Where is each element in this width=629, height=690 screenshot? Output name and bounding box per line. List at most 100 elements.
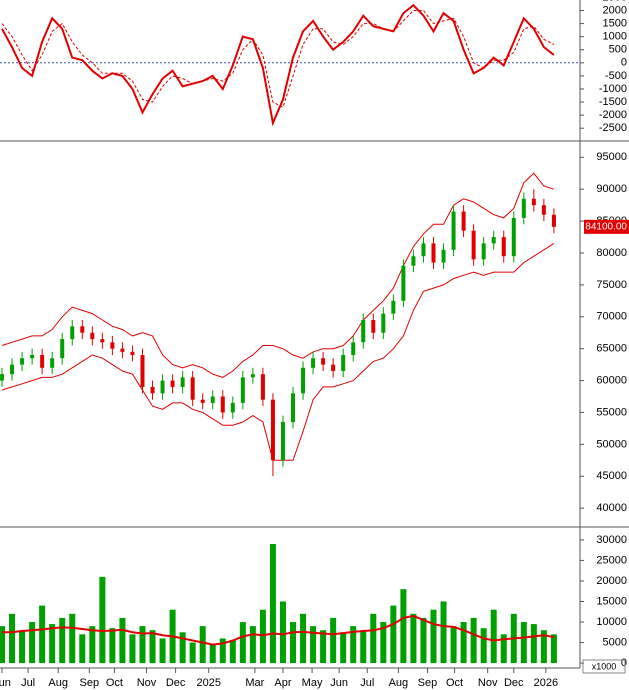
y-tick-label: -500 bbox=[605, 70, 627, 82]
y-tick-label: 55000 bbox=[596, 406, 627, 418]
y-tick-label: 25000 bbox=[596, 554, 627, 566]
x-tick-label: Sep bbox=[80, 677, 100, 689]
unit-label: x1000 bbox=[592, 661, 617, 671]
candle-body bbox=[371, 319, 376, 333]
volume-bar bbox=[500, 634, 507, 664]
y-tick-label: -1500 bbox=[599, 96, 627, 108]
x-tick-label: Jul bbox=[21, 677, 35, 689]
x-tick-label: 2026 bbox=[534, 677, 558, 689]
candle-body bbox=[250, 374, 255, 378]
volume-bar bbox=[520, 622, 527, 664]
candle-body bbox=[10, 364, 15, 375]
x-tick-label: Aug bbox=[48, 677, 68, 689]
candle-body bbox=[180, 377, 185, 387]
unit-box bbox=[582, 659, 626, 674]
volume-bar bbox=[259, 609, 266, 664]
x-tick-label: Sep bbox=[418, 677, 438, 689]
candle-body bbox=[491, 237, 496, 244]
candle-body bbox=[140, 355, 145, 387]
candle-body bbox=[240, 377, 245, 403]
y-tick-label: 30000 bbox=[596, 534, 627, 546]
candle-body bbox=[381, 313, 386, 333]
candle-body bbox=[100, 339, 105, 343]
candle-body bbox=[451, 211, 456, 250]
volume-bar bbox=[49, 624, 56, 664]
x-tick-label: Jun bbox=[330, 677, 348, 689]
candle-body bbox=[30, 355, 35, 359]
candle-body bbox=[150, 386, 155, 394]
x-tick-label: Apr bbox=[274, 677, 291, 689]
candle-body bbox=[40, 355, 45, 368]
candle-body bbox=[411, 256, 416, 266]
volume-bar bbox=[370, 613, 377, 664]
candle-body bbox=[421, 243, 426, 257]
volume-bar bbox=[320, 630, 327, 664]
volume-bar bbox=[460, 622, 467, 664]
volume-bar bbox=[440, 601, 447, 664]
y-tick-label: 40000 bbox=[596, 502, 627, 514]
candle-body bbox=[401, 265, 406, 301]
volume-bar bbox=[300, 613, 307, 664]
volume-bar bbox=[0, 626, 6, 664]
volume-bar bbox=[99, 576, 106, 664]
volume-bar bbox=[420, 617, 427, 664]
candle-body bbox=[190, 377, 195, 400]
volume-bar bbox=[119, 617, 126, 664]
x-tick-label: Aug bbox=[389, 677, 409, 689]
candle-body bbox=[20, 358, 25, 365]
candle-body bbox=[461, 211, 466, 231]
candle-body bbox=[260, 374, 265, 400]
volume-bar bbox=[149, 630, 156, 664]
volume-bar bbox=[450, 626, 457, 664]
y-tick-label: 15000 bbox=[596, 595, 627, 607]
candle-body bbox=[341, 355, 346, 371]
x-tick-label: Dec bbox=[504, 677, 524, 689]
volume-bar bbox=[239, 622, 246, 664]
y-tick-label: 80000 bbox=[596, 247, 627, 259]
volume-bar bbox=[39, 605, 46, 664]
x-tick-label: Oct bbox=[446, 677, 463, 689]
y-tick-label: 2000 bbox=[603, 4, 627, 16]
volume-bar bbox=[69, 613, 76, 664]
last-price-box bbox=[584, 219, 629, 234]
volume-bar bbox=[279, 601, 286, 664]
volume-bar bbox=[530, 624, 537, 664]
volume-bar bbox=[310, 626, 317, 664]
candle-body bbox=[70, 326, 75, 340]
x-tick-label: May bbox=[302, 677, 323, 689]
candle-body bbox=[301, 367, 306, 394]
volume-bar bbox=[209, 644, 216, 664]
y-tick-label: 90000 bbox=[596, 183, 627, 195]
y-tick-label: -2000 bbox=[599, 109, 627, 121]
volume-bar bbox=[89, 626, 96, 664]
candle-body bbox=[0, 374, 5, 381]
candle-body bbox=[511, 217, 516, 257]
candle-body bbox=[331, 364, 336, 371]
candle-body bbox=[60, 339, 65, 359]
candle-body bbox=[361, 319, 366, 343]
last-price-label: 84100.00 bbox=[585, 221, 627, 232]
y-tick-label: 50000 bbox=[596, 438, 627, 450]
volume-bar bbox=[269, 544, 276, 664]
candle-body bbox=[431, 243, 436, 263]
y-tick-label: 60000 bbox=[596, 374, 627, 386]
volume-bar bbox=[159, 638, 166, 664]
y-tick-label: 500 bbox=[609, 44, 627, 56]
candle-body bbox=[481, 243, 486, 260]
candle-body bbox=[50, 358, 55, 368]
candle-body bbox=[90, 332, 95, 340]
candle-body bbox=[291, 393, 296, 423]
bollinger-band bbox=[1, 172, 555, 378]
candle-body bbox=[471, 230, 476, 260]
x-tick-label: Oct bbox=[106, 677, 123, 689]
y-tick-label: 75000 bbox=[596, 279, 627, 291]
candle-body bbox=[541, 205, 546, 215]
y-tick-label: 10000 bbox=[596, 616, 627, 628]
volume-bar bbox=[490, 609, 497, 664]
volume-bar bbox=[109, 628, 116, 664]
volume-bar bbox=[400, 589, 407, 664]
candle-body bbox=[230, 402, 235, 413]
x-tick-label: Jul bbox=[360, 677, 374, 689]
volume-bar bbox=[189, 642, 196, 664]
